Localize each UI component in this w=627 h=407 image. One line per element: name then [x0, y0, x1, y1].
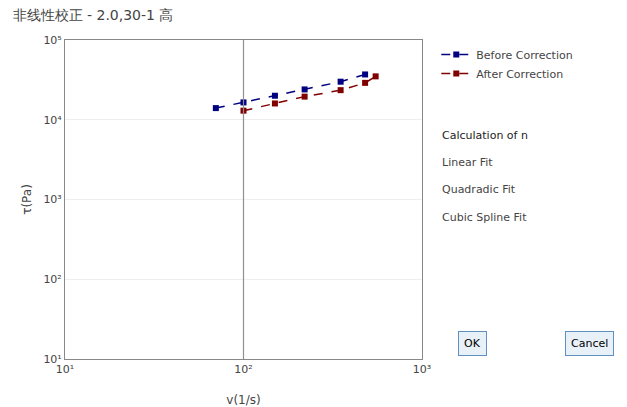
svg-text:10¹: 10¹ [56, 363, 74, 376]
svg-text:Calculation of n: Calculation of n [442, 129, 528, 142]
svg-text:Cancel: Cancel [571, 337, 608, 350]
svg-text:After Correction: After Correction [476, 68, 563, 81]
svg-text:Before Correction: Before Correction [476, 49, 572, 62]
svg-text:非线性校正 - 2.0,30-1 高: 非线性校正 - 2.0,30-1 高 [13, 7, 174, 23]
svg-text:10²: 10² [43, 273, 61, 286]
svg-text:10³: 10³ [413, 363, 431, 376]
svg-text:10⁵: 10⁵ [43, 34, 61, 47]
svg-text:10⁴: 10⁴ [43, 114, 62, 127]
svg-text:10²: 10² [234, 363, 252, 376]
svg-text:τ(Pa): τ(Pa) [20, 184, 34, 215]
svg-text:10¹: 10¹ [43, 353, 61, 366]
svg-text:Cubic Spline Fit: Cubic Spline Fit [442, 211, 527, 224]
svg-text:OK: OK [464, 337, 481, 350]
svg-text:10³: 10³ [43, 193, 61, 206]
svg-text:v(1/s): v(1/s) [226, 393, 260, 407]
svg-text:Quadradic Fit: Quadradic Fit [442, 183, 516, 196]
svg-text:Linear Fit: Linear Fit [442, 156, 493, 169]
